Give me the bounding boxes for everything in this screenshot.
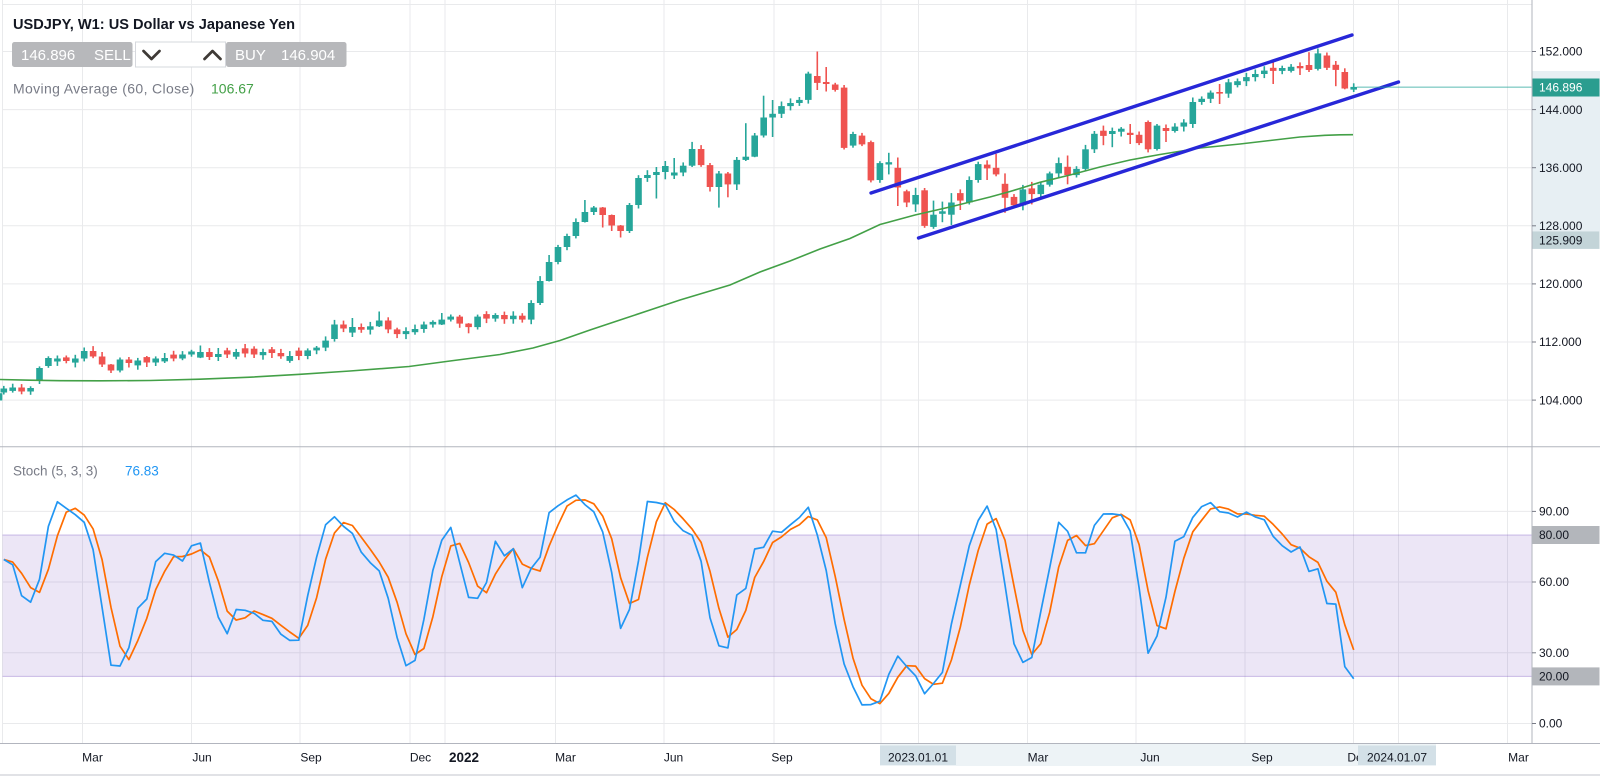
- svg-text:76.83: 76.83: [125, 464, 159, 479]
- svg-text:BUY: BUY: [235, 47, 266, 64]
- svg-text:90.00: 90.00: [1539, 505, 1569, 519]
- svg-text:136.000: 136.000: [1539, 161, 1583, 175]
- svg-text:120.000: 120.000: [1539, 277, 1583, 291]
- svg-text:Jun: Jun: [192, 751, 211, 765]
- svg-text:Mar: Mar: [82, 751, 103, 765]
- svg-text:Moving Average (60, Close): Moving Average (60, Close): [13, 81, 195, 97]
- svg-text:Mar: Mar: [1508, 751, 1529, 765]
- svg-text:Jun: Jun: [1140, 751, 1159, 765]
- svg-text:146.896: 146.896: [1539, 81, 1583, 95]
- svg-text:20.00: 20.00: [1539, 670, 1569, 684]
- svg-text:106.67: 106.67: [211, 81, 254, 97]
- svg-text:146.896: 146.896: [21, 47, 75, 64]
- svg-text:144.000: 144.000: [1539, 103, 1583, 117]
- svg-text:152.000: 152.000: [1539, 45, 1583, 59]
- svg-text:Stoch (5, 3, 3): Stoch (5, 3, 3): [13, 464, 98, 479]
- svg-text:USDJPY, W1: US Dollar vs Japan: USDJPY, W1: US Dollar vs Japanese Yen: [13, 17, 295, 33]
- svg-text:Dec: Dec: [410, 751, 431, 765]
- svg-text:Sep: Sep: [300, 751, 322, 765]
- svg-text:128.000: 128.000: [1539, 219, 1583, 233]
- svg-text:30.00: 30.00: [1539, 646, 1569, 660]
- svg-text:146.904: 146.904: [281, 47, 335, 64]
- svg-text:60.00: 60.00: [1539, 575, 1569, 589]
- svg-text:Sep: Sep: [771, 751, 793, 765]
- svg-text:Mar: Mar: [1028, 751, 1049, 765]
- svg-text:125.909: 125.909: [1539, 233, 1583, 247]
- svg-text:112.000: 112.000: [1539, 335, 1582, 349]
- svg-text:104.000: 104.000: [1539, 393, 1583, 407]
- svg-text:2024.01.07: 2024.01.07: [1367, 751, 1427, 765]
- svg-text:Mar: Mar: [555, 751, 576, 765]
- svg-text:0.00: 0.00: [1539, 717, 1563, 731]
- svg-text:2022: 2022: [449, 750, 479, 765]
- svg-text:Sep: Sep: [1251, 751, 1273, 765]
- svg-text:Jun: Jun: [664, 751, 683, 765]
- svg-text:SELL: SELL: [94, 47, 131, 64]
- svg-text:2023.01.01: 2023.01.01: [888, 751, 948, 765]
- svg-text:80.00: 80.00: [1539, 528, 1569, 542]
